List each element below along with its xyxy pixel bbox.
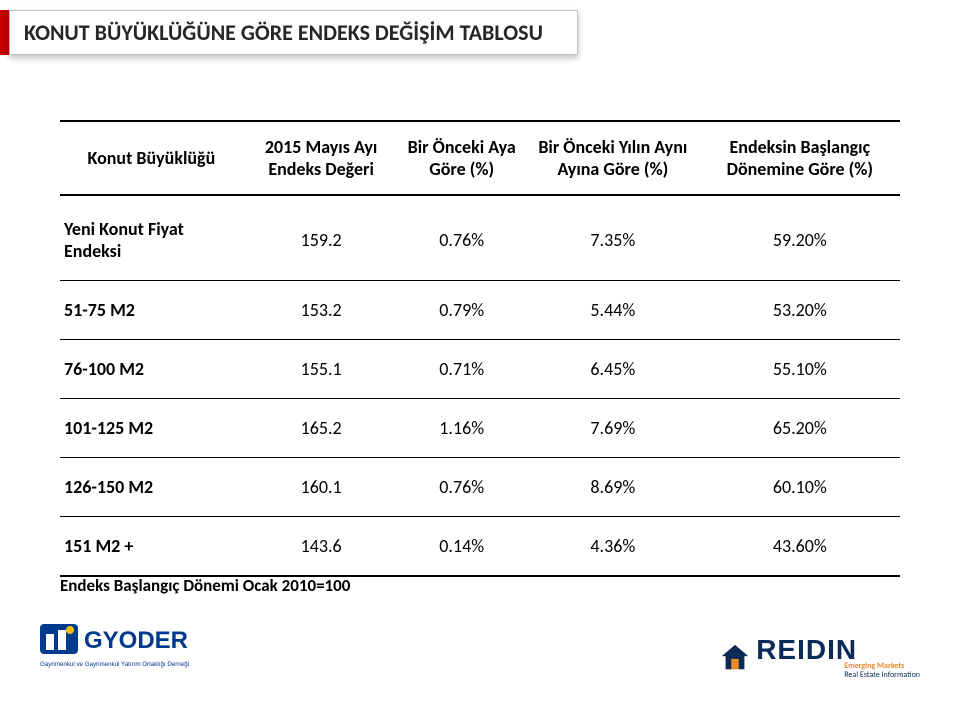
title-accent xyxy=(0,10,9,55)
row-label: 51-75 M2 xyxy=(60,281,245,340)
cell: 7.35% xyxy=(526,195,700,281)
cell: 5.44% xyxy=(526,281,700,340)
table-row: 76-100 M2 155.1 0.71% 6.45% 55.10% xyxy=(60,340,900,399)
gyoder-subtext: Gayrimenkul ve Gayrimenkul Yatırım Ortak… xyxy=(40,661,189,668)
data-table-area: Konut Büyüklüğü 2015 Mayıs Ayı Endeks De… xyxy=(60,120,900,577)
cell: 0.71% xyxy=(397,340,526,399)
cell: 60.10% xyxy=(700,458,900,517)
table-row: 151 M2 + 143.6 0.14% 4.36% 43.60% xyxy=(60,517,900,577)
table-row: 101-125 M2 165.2 1.16% 7.69% 65.20% xyxy=(60,399,900,458)
row-label: 151 M2 + xyxy=(60,517,245,577)
row-label: 101-125 M2 xyxy=(60,399,245,458)
table-row: 51-75 M2 153.2 0.79% 5.44% 53.20% xyxy=(60,281,900,340)
col-header-2: Bir Önceki Aya Göre (%) xyxy=(397,121,526,195)
cell: 160.1 xyxy=(245,458,398,517)
cell: 8.69% xyxy=(526,458,700,517)
col-header-1: 2015 Mayıs Ayı Endeks Değeri xyxy=(245,121,398,195)
cell: 143.6 xyxy=(245,517,398,577)
cell: 0.79% xyxy=(397,281,526,340)
cell: 153.2 xyxy=(245,281,398,340)
cell: 7.69% xyxy=(526,399,700,458)
cell: 53.20% xyxy=(700,281,900,340)
cell: 55.10% xyxy=(700,340,900,399)
reidin-sub: Emerging Markets Real Estate Information xyxy=(844,662,920,679)
cell: 0.76% xyxy=(397,458,526,517)
data-table: Konut Büyüklüğü 2015 Mayıs Ayı Endeks De… xyxy=(60,120,900,577)
col-header-0: Konut Büyüklüğü xyxy=(60,121,245,195)
cell: 155.1 xyxy=(245,340,398,399)
house-icon xyxy=(720,642,750,672)
gyoder-logo: GYODER Gayrimenkul ve Gayrimenkul Yatırı… xyxy=(40,620,210,677)
cell: 159.2 xyxy=(245,195,398,281)
gyoder-text: GYODER xyxy=(84,627,188,654)
cell: 4.36% xyxy=(526,517,700,577)
table-row: 126-150 M2 160.1 0.76% 8.69% 60.10% xyxy=(60,458,900,517)
page-title: KONUT BÜYÜKLÜĞÜNE GÖRE ENDEKS DEĞİŞİM TA… xyxy=(9,10,578,55)
cell: 59.20% xyxy=(700,195,900,281)
reidin-sub2: Real Estate Information xyxy=(844,670,920,680)
cell: 43.60% xyxy=(700,517,900,577)
reidin-logo: REIDIN Emerging Markets Real Estate Info… xyxy=(720,634,920,679)
cell: 0.14% xyxy=(397,517,526,577)
cell: 0.76% xyxy=(397,195,526,281)
title-bar: KONUT BÜYÜKLÜĞÜNE GÖRE ENDEKS DEĞİŞİM TA… xyxy=(0,10,578,55)
row-label: 76-100 M2 xyxy=(60,340,245,399)
cell: 6.45% xyxy=(526,340,700,399)
footnote: Endeks Başlangıç Dönemi Ocak 2010=100 xyxy=(60,575,350,596)
cell: 1.16% xyxy=(397,399,526,458)
col-header-3: Bir Önceki Yılın Aynı Ayına Göre (%) xyxy=(526,121,700,195)
row-label: 126-150 M2 xyxy=(60,458,245,517)
table-row: Yeni Konut Fiyat Endeksi 159.2 0.76% 7.3… xyxy=(60,195,900,281)
cell: 65.20% xyxy=(700,399,900,458)
cell: 165.2 xyxy=(245,399,398,458)
row-label: Yeni Konut Fiyat Endeksi xyxy=(60,195,245,281)
col-header-4: Endeksin Başlangıç Dönemine Göre (%) xyxy=(700,121,900,195)
gyoder-logo-svg: GYODER Gayrimenkul ve Gayrimenkul Yatırı… xyxy=(40,620,210,672)
